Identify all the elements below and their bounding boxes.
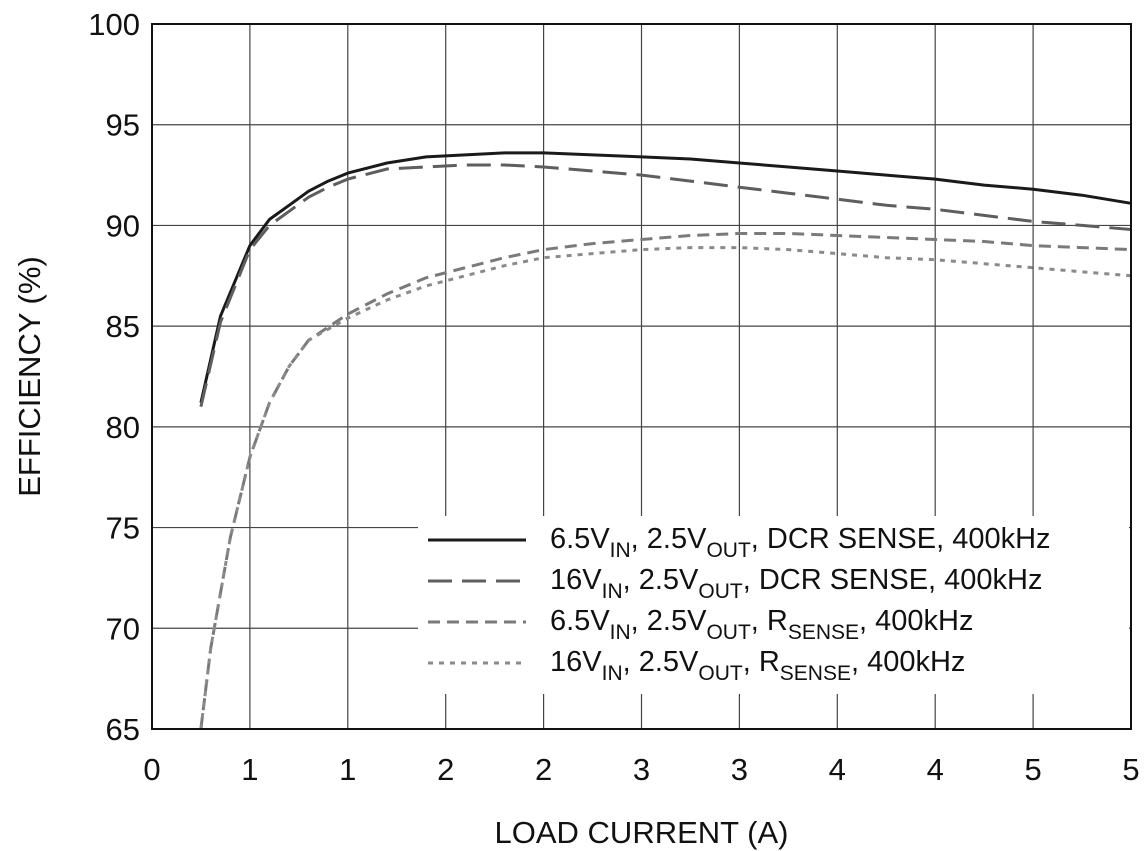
x-tick-label: 4: [829, 752, 846, 787]
series-line-1: [199, 151, 1132, 404]
x-tick-label: 5: [1024, 752, 1041, 787]
plot-frame: [151, 23, 1132, 730]
y-tick-label: 70: [106, 611, 140, 646]
y-tick-label: 90: [106, 208, 140, 243]
legend-label-3: 6.5VIN, 2.5VOUT, RSENSE, 400kHz: [550, 605, 974, 644]
y-tick-label: 65: [106, 712, 140, 747]
x-tick-label: 2: [437, 752, 454, 787]
y-tick-label: 100: [88, 7, 140, 42]
legend-label-1: 6.5VIN, 2.5VOUT, DCR SENSE, 400kHz: [550, 523, 1051, 562]
y-tick-label: 80: [106, 410, 140, 445]
series-line-4: [199, 246, 1132, 730]
series-line-2: [199, 163, 1132, 408]
legend-label-2: 16VIN, 2.5VOUT, DCR SENSE, 400kHz: [550, 564, 1042, 603]
x-tick-label: 4: [927, 752, 944, 787]
x-axis-label: LOAD CURRENT (A): [495, 815, 789, 850]
series-lines: [199, 151, 1132, 730]
x-tick-label: 3: [633, 752, 650, 787]
y-tick-label: 95: [106, 108, 140, 143]
x-tick-label: 3: [731, 752, 748, 787]
x-tick-label: 5: [1122, 752, 1139, 787]
y-tick-labels: 65 70 75 80 85 90 95 100: [88, 7, 140, 747]
y-tick-label: 75: [106, 511, 140, 546]
legend-background: [418, 516, 1129, 694]
legend: 6.5VIN, 2.5VOUT, DCR SENSE, 400kHz16VIN,…: [428, 523, 1051, 685]
y-tick-label: 85: [106, 309, 140, 344]
y-axis-label: EFFICIENCY (%): [12, 256, 47, 497]
x-tick-labels: 0 1 1 2 2 3 3 4 4 5 5: [143, 752, 1139, 787]
legend-label-4: 16VIN, 2.5VOUT, RSENSE, 400kHz: [550, 646, 965, 685]
x-tick-label: 1: [241, 752, 258, 787]
x-tick-label: 1: [339, 752, 356, 787]
x-tick-label: 2: [535, 752, 552, 787]
x-tick-label: 0: [143, 752, 160, 787]
